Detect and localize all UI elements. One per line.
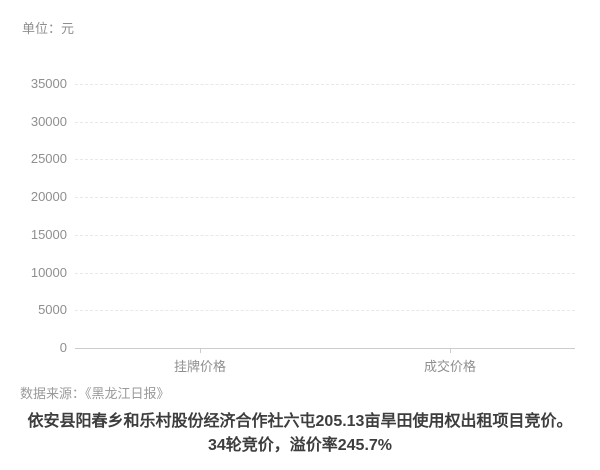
x-axis-line [75, 348, 575, 349]
y-tick-label: 30000 [30, 113, 67, 129]
y-tick-label: 5000 [38, 302, 67, 318]
y-grid-line [75, 272, 575, 274]
chart-title: 依安县阳春乡和乐村股份经济合作社六屯205.13亩旱田使用权出租项目竞价。 34… [0, 410, 600, 458]
unit-label: 单位：元 [22, 21, 75, 36]
y-grid-line [75, 121, 575, 123]
x-tick-label: 成交价格 [423, 359, 476, 374]
plot-area: 挂牌价格 成交价格 [75, 84, 575, 374]
x-tick-label: 挂牌价格 [173, 359, 226, 374]
y-grid-line [75, 234, 575, 236]
y-tick-label: 0 [59, 340, 67, 355]
x-axis-tick [200, 348, 201, 353]
y-grid-line [75, 159, 575, 161]
y-tick-label: 25000 [30, 151, 67, 167]
y-tick-label: 20000 [30, 189, 67, 205]
y-tick-label: 15000 [30, 226, 67, 242]
chart-title-line1: 依安县阳春乡和乐村股份经济合作社六屯205.13亩旱田使用权出租项目竞价。 [27, 413, 573, 430]
data-source: 数据来源：《黑龙江日报》 [20, 386, 170, 401]
x-axis-tick [450, 348, 451, 353]
chart-title-line2: 34轮竞价，溢价率245.7% [207, 437, 393, 454]
y-grid-line [75, 197, 575, 199]
y-tick-label: 35000 [30, 76, 67, 91]
y-grid-line [75, 84, 575, 85]
y-grid-line [75, 310, 575, 312]
y-tick-label: 10000 [30, 264, 67, 280]
y-axis: 0 5000 10000 15000 20000 25000 30000 35000 [0, 0, 67, 470]
